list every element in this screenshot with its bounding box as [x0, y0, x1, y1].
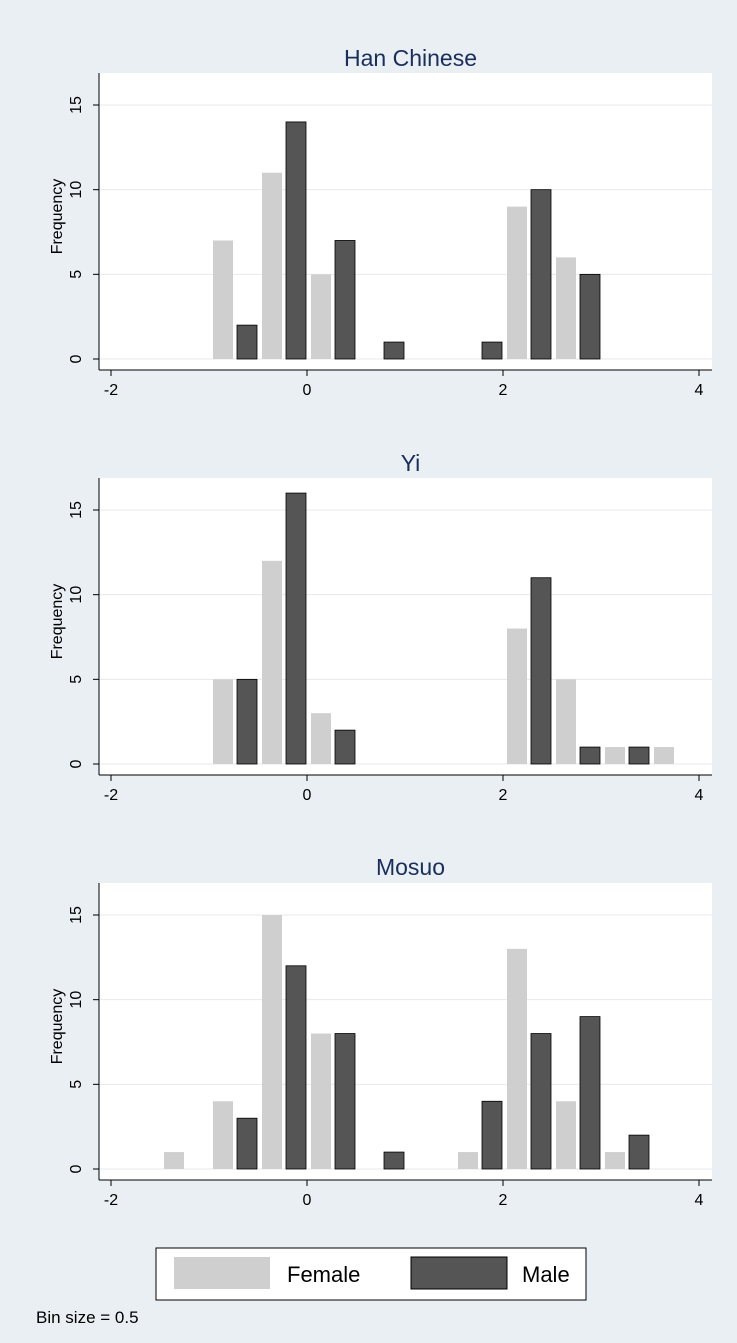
bar-male: [481, 341, 503, 360]
bar-female: [458, 1152, 478, 1169]
bar-male: [530, 189, 552, 360]
legend: Female Male: [155, 1247, 587, 1301]
panel-mosuo: Mosuo 0 5 10 15 Frequency -2 0 2 4: [49, 854, 712, 1209]
bar-male: [628, 1134, 650, 1170]
bar-female: [311, 274, 331, 359]
bar-female: [654, 747, 674, 764]
bar-male: [579, 746, 601, 765]
bar-male: [530, 1033, 552, 1170]
chart-title: Mosuo: [376, 854, 445, 880]
bar-male: [236, 1117, 258, 1170]
x-tick-label: 4: [695, 1192, 704, 1209]
bin-size-note: Bin size = 0.5: [36, 1308, 139, 1327]
bar-male: [383, 1151, 405, 1170]
y-tick-label: 0: [68, 354, 85, 363]
y-tick-label: 15: [68, 501, 85, 519]
y-axis-label: Frequency: [49, 989, 66, 1065]
bar-male: [285, 492, 307, 765]
bar-female: [311, 713, 331, 764]
bar-male: [334, 1033, 356, 1170]
bar-female: [164, 1152, 184, 1169]
y-axis-label: Frequency: [49, 179, 66, 255]
bar-female: [213, 240, 233, 359]
bar-male: [383, 341, 405, 360]
bar-male: [236, 678, 258, 765]
plot-area: [99, 478, 712, 775]
panel-han-chinese: Han Chinese 0 5 10 15 Frequency -2 0 2 4: [49, 45, 712, 399]
bar-female: [605, 747, 625, 764]
y-tick-label: 10: [68, 586, 85, 604]
bar-female: [262, 915, 282, 1169]
bar-male: [579, 1016, 601, 1170]
bar-female: [605, 1152, 625, 1169]
bar-male: [334, 240, 356, 360]
bar-male: [236, 324, 258, 360]
bar-female: [507, 948, 527, 1169]
x-tick-label: 0: [303, 787, 312, 804]
bar-female: [507, 628, 527, 764]
x-tick-label: 2: [499, 1192, 508, 1209]
y-tick-label: 5: [68, 1080, 85, 1089]
panel-yi: Yi 0 5 10 15 Frequency -2 0 2 4: [49, 450, 712, 804]
legend-label-female: Female: [287, 1262, 360, 1287]
x-tick-label: -2: [104, 1192, 118, 1209]
plot-area: [99, 883, 712, 1180]
bar-female: [556, 1101, 576, 1169]
bar-male: [579, 273, 601, 360]
legend-swatch-female: [174, 1257, 270, 1289]
bar-male: [285, 965, 307, 1170]
y-tick-label: 0: [68, 759, 85, 768]
bar-male: [530, 577, 552, 765]
bar-female: [556, 679, 576, 764]
y-axis-label: Frequency: [49, 584, 66, 660]
bar-male: [481, 1100, 503, 1170]
y-tick-label: 5: [68, 675, 85, 684]
legend-swatch-male: [410, 1256, 508, 1290]
x-tick-label: 4: [695, 382, 704, 399]
bar-female: [213, 1101, 233, 1169]
bar-male: [628, 746, 650, 765]
bar-female: [507, 206, 527, 359]
x-tick-label: -2: [104, 787, 118, 804]
bar-female: [556, 257, 576, 359]
chart-title: Han Chinese: [344, 45, 477, 71]
y-tick-label: 0: [68, 1164, 85, 1173]
y-tick-label: 15: [68, 96, 85, 114]
x-tick-label: -2: [104, 382, 118, 399]
bar-male: [285, 121, 307, 360]
x-tick-label: 4: [695, 787, 704, 804]
bar-female: [262, 560, 282, 764]
x-tick-label: 0: [303, 1192, 312, 1209]
y-tick-label: 10: [68, 991, 85, 1009]
chart-title: Yi: [401, 450, 421, 476]
x-tick-label: 2: [499, 382, 508, 399]
x-tick-label: 0: [303, 382, 312, 399]
y-tick-label: 15: [68, 906, 85, 924]
bar-female: [262, 172, 282, 359]
legend-label-male: Male: [522, 1262, 570, 1287]
bar-female: [311, 1033, 331, 1169]
plot-area: [99, 73, 712, 370]
y-tick-label: 10: [68, 181, 85, 199]
bar-male: [334, 729, 356, 765]
y-tick-label: 5: [68, 270, 85, 279]
x-tick-label: 2: [499, 787, 508, 804]
bar-female: [213, 679, 233, 764]
